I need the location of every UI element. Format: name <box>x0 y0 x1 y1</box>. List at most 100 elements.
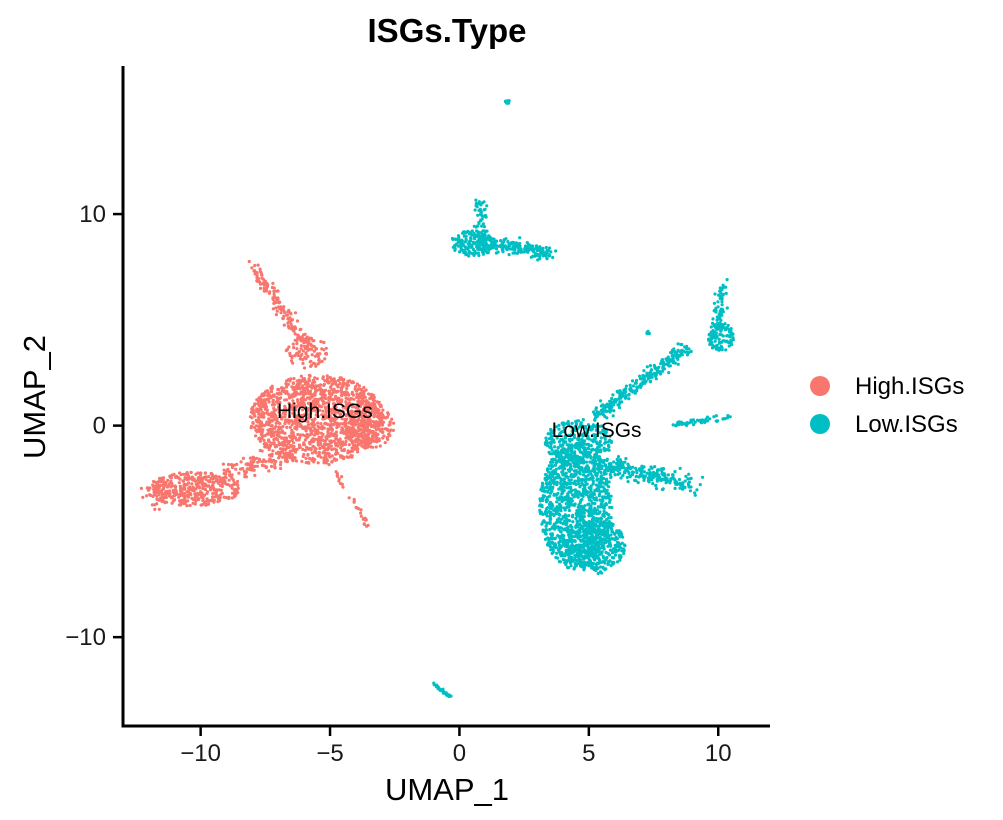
point-High.ISGs <box>294 459 299 463</box>
point-Low.ISGs <box>698 483 702 487</box>
point-High.ISGs <box>157 480 161 484</box>
point-High.ISGs <box>192 486 196 490</box>
point-High.ISGs <box>270 386 274 390</box>
point-Low.ISGs <box>567 530 571 534</box>
point-Low.ISGs <box>564 552 568 556</box>
point-High.ISGs <box>212 481 216 485</box>
point-High.ISGs <box>291 381 296 385</box>
point-High.ISGs <box>217 488 221 492</box>
point-Low.ISGs <box>581 452 586 456</box>
point-High.ISGs <box>310 353 314 357</box>
point-Low.ISGs <box>467 241 472 245</box>
point-Low.ISGs <box>600 543 604 547</box>
point-High.ISGs <box>274 459 278 464</box>
point-High.ISGs <box>359 421 363 425</box>
point-Low.ISGs <box>621 473 625 478</box>
point-High.ISGs <box>307 339 311 343</box>
point-Low.ISGs <box>586 423 591 427</box>
point-High.ISGs <box>216 481 220 485</box>
point-Low.ISGs <box>603 437 607 441</box>
point-High.ISGs <box>358 428 362 432</box>
point-High.ISGs <box>308 379 312 383</box>
point-High.ISGs <box>296 432 300 437</box>
point-High.ISGs <box>384 416 388 420</box>
point-High.ISGs <box>290 423 294 427</box>
point-High.ISGs <box>346 380 350 384</box>
point-High.ISGs <box>266 283 270 287</box>
point-Low.ISGs <box>561 443 565 447</box>
point-Low.ISGs <box>557 512 561 516</box>
point-High.ISGs <box>222 495 226 499</box>
point-Low.ISGs <box>581 473 586 477</box>
point-Low.ISGs <box>560 430 564 434</box>
point-High.ISGs <box>322 442 326 446</box>
point-Low.ISGs <box>562 423 566 427</box>
point-High.ISGs <box>276 405 280 409</box>
point-Low.ISGs <box>622 548 626 553</box>
point-High.ISGs <box>358 387 363 391</box>
point-High.ISGs <box>349 412 354 416</box>
point-High.ISGs <box>313 430 317 434</box>
point-Low.ISGs <box>583 488 588 492</box>
point-Low.ISGs <box>588 546 592 550</box>
point-Low.ISGs <box>534 246 538 250</box>
point-Low.ISGs <box>599 470 603 475</box>
point-Low.ISGs <box>566 499 570 503</box>
point-High.ISGs <box>309 359 313 363</box>
point-High.ISGs <box>327 452 331 456</box>
point-High.ISGs <box>254 418 258 422</box>
point-Low.ISGs <box>505 247 509 251</box>
point-High.ISGs <box>262 411 266 415</box>
point-High.ISGs <box>356 507 361 511</box>
point-High.ISGs <box>264 402 268 406</box>
point-Low.ISGs <box>603 525 608 529</box>
point-High.ISGs <box>279 460 283 464</box>
point-Low.ISGs <box>568 497 573 501</box>
point-High.ISGs <box>287 345 291 349</box>
point-Low.ISGs <box>582 535 587 539</box>
point-Low.ISGs <box>594 534 598 538</box>
point-High.ISGs <box>205 497 209 501</box>
point-Low.ISGs <box>555 518 560 522</box>
point-High.ISGs <box>271 281 275 285</box>
point-Low.ISGs <box>587 564 591 568</box>
point-Low.ISGs <box>568 439 572 443</box>
point-High.ISGs <box>339 386 343 390</box>
point-High.ISGs <box>155 490 159 494</box>
point-High.ISGs <box>295 341 299 346</box>
point-High.ISGs <box>364 410 368 414</box>
point-Low.ISGs <box>607 553 612 557</box>
point-Low.ISGs <box>618 392 622 396</box>
point-Low.ISGs <box>571 427 576 432</box>
point-High.ISGs <box>288 353 292 358</box>
point-High.ISGs <box>350 397 354 401</box>
point-Low.ISGs <box>569 467 574 471</box>
point-High.ISGs <box>368 419 372 423</box>
point-Low.ISGs <box>533 254 537 258</box>
point-High.ISGs <box>340 428 344 432</box>
point-High.ISGs <box>274 306 278 310</box>
point-Low.ISGs <box>589 499 593 503</box>
point-Low.ISGs <box>609 470 613 474</box>
point-High.ISGs <box>187 474 191 479</box>
point-High.ISGs <box>295 416 299 420</box>
point-High.ISGs <box>308 416 312 420</box>
point-High.ISGs <box>255 464 259 468</box>
point-Low.ISGs <box>582 568 586 572</box>
point-High.ISGs <box>334 437 339 441</box>
point-Low.ISGs <box>581 446 585 450</box>
point-Low.ISGs <box>554 521 558 525</box>
point-Low.ISGs <box>604 465 609 469</box>
point-High.ISGs <box>267 291 271 295</box>
point-High.ISGs <box>145 494 149 498</box>
point-Low.ISGs <box>468 236 473 240</box>
point-Low.ISGs <box>567 469 572 473</box>
point-Low.ISGs <box>558 539 562 543</box>
point-Low.ISGs <box>580 483 584 487</box>
point-High.ISGs <box>250 416 254 420</box>
point-Low.ISGs <box>591 476 595 480</box>
point-High.ISGs <box>319 431 323 435</box>
point-Low.ISGs <box>563 473 567 477</box>
point-Low.ISGs <box>546 476 550 481</box>
point-Low.ISGs <box>551 550 555 554</box>
